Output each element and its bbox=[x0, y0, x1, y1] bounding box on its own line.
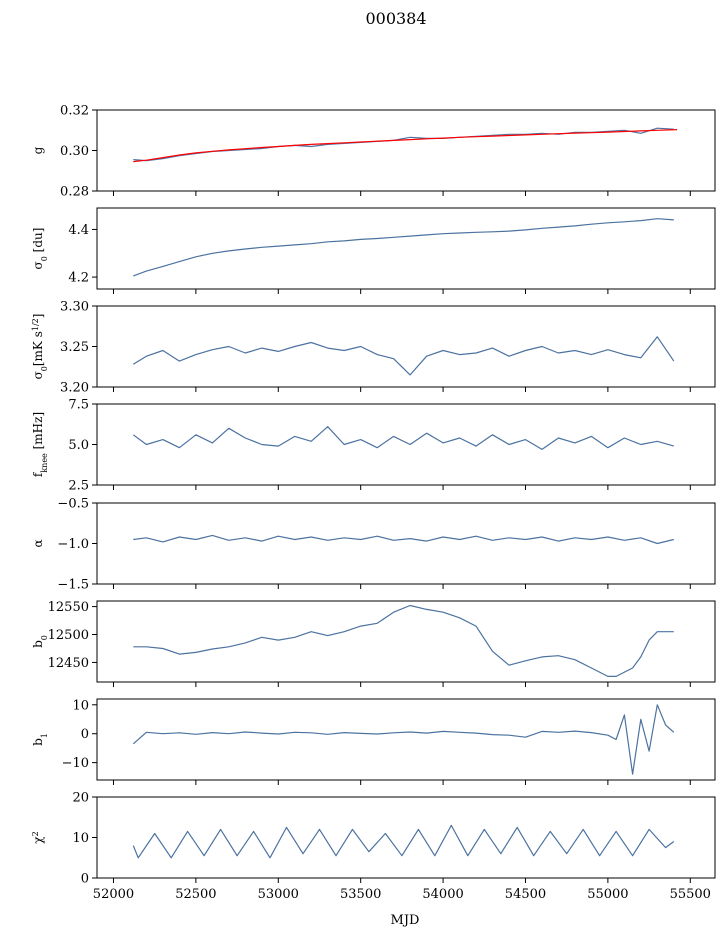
y-tick-label: 10 bbox=[72, 831, 89, 846]
series-line-fknee-0 bbox=[132, 426, 674, 450]
y-tick-label: −1.5 bbox=[57, 578, 89, 593]
y-tick-label: 10 bbox=[72, 698, 89, 713]
axes-frame-sigma0-du bbox=[96, 207, 716, 290]
panel-sigma0-du: 4.2 4.4 σ0 [du] bbox=[31, 207, 716, 294]
y-tick-label: 12550 bbox=[48, 600, 89, 615]
x-axis: 52000 52500 53000 53500 54000 54500 55000 55500 bbox=[93, 887, 711, 902]
y-tick-label: 3.20 bbox=[60, 381, 89, 396]
y-tick-label: 4.2 bbox=[68, 271, 89, 286]
x-axis-label: MJD bbox=[391, 913, 420, 928]
y-tick-label: 12450 bbox=[48, 656, 89, 671]
series-line-sigma0-mks-0 bbox=[132, 336, 675, 376]
y-tick-label: 12500 bbox=[48, 628, 89, 643]
panel-g: 0.28 0.30 0.32 g bbox=[31, 104, 716, 200]
x-tick-label: 54500 bbox=[505, 887, 546, 902]
x-tick-label: 54000 bbox=[422, 887, 463, 902]
axes-frame-alpha bbox=[96, 502, 716, 585]
y-tick-label: −10 bbox=[62, 756, 89, 771]
x-tick-label: 52000 bbox=[93, 887, 134, 902]
y-axis-label-b1: b1 bbox=[31, 733, 49, 746]
series-line-g-1 bbox=[133, 129, 678, 163]
axes-frame-b0 bbox=[96, 600, 716, 683]
series-line-alpha-0 bbox=[133, 534, 674, 545]
y-tick-label: 0.32 bbox=[60, 104, 89, 119]
panel-chi2: 0 10 20 χ2 bbox=[31, 791, 716, 887]
y-tick-label: 0.30 bbox=[60, 144, 89, 159]
y-axis-label-g: g bbox=[31, 146, 45, 154]
y-axis-label-alpha: α bbox=[31, 539, 45, 547]
y-axis-label-sigma0-mks: σ0[mK s1/2] bbox=[31, 314, 49, 380]
y-axis-label-sigma0-du: σ0 [du] bbox=[31, 228, 49, 270]
y-tick-label: 0.28 bbox=[60, 185, 89, 200]
figure-title: 000384 bbox=[365, 9, 426, 28]
y-tick-label: 2.5 bbox=[68, 479, 89, 494]
x-tick-label: 53000 bbox=[258, 887, 299, 902]
y-tick-label: 0 bbox=[81, 872, 89, 887]
x-tick-label: 53500 bbox=[340, 887, 381, 902]
series-line-b0-0 bbox=[133, 604, 674, 677]
panel-b0: 12450 12500 12550 b0 bbox=[31, 600, 716, 687]
panels: 0.28 0.30 0.32 g 4.2 4.4 σ0 [du] 3.20 3.25 3.30 σ0… bbox=[31, 104, 716, 887]
y-tick-label: 20 bbox=[72, 791, 89, 806]
axes-frame-b1 bbox=[96, 698, 716, 781]
series-line-sigma0-du-0 bbox=[133, 218, 674, 277]
axes-frame-sigma0-mks bbox=[96, 305, 716, 388]
panel-b1: −10 0 10 b1 bbox=[31, 698, 716, 785]
y-tick-label: −1.0 bbox=[57, 537, 89, 552]
x-tick-label: 52500 bbox=[175, 887, 216, 902]
y-tick-label: 3.25 bbox=[60, 340, 89, 355]
y-tick-label: 3.30 bbox=[60, 300, 89, 315]
y-tick-label: −0.5 bbox=[57, 497, 89, 512]
y-tick-label: 0 bbox=[81, 727, 89, 742]
y-tick-label: 7.5 bbox=[68, 398, 89, 413]
panel-alpha: −1.5 −1.0 −0.5 α bbox=[31, 497, 716, 593]
y-axis-label-chi2: χ2 bbox=[31, 831, 46, 843]
x-tick-label: 55000 bbox=[587, 887, 628, 902]
x-tick-label: 55500 bbox=[670, 887, 711, 902]
y-tick-label: 4.4 bbox=[68, 223, 89, 238]
axes-frame-fknee bbox=[96, 403, 716, 486]
y-tick-label: 5.0 bbox=[68, 438, 89, 453]
series-line-b1-0 bbox=[132, 704, 675, 775]
axes-frame-chi2 bbox=[96, 796, 716, 879]
y-axis-label-b0: b0 bbox=[31, 635, 49, 648]
axes-frame-g bbox=[96, 109, 716, 192]
panel-fknee: 2.5 5.0 7.5 fknee [mHz] bbox=[31, 398, 716, 494]
y-axis-label-fknee: fknee [mHz] bbox=[31, 412, 49, 477]
panel-sigma0-mks: 3.20 3.25 3.30 σ0[mK s1/2] bbox=[31, 300, 716, 396]
series-line-chi2-0 bbox=[132, 824, 675, 859]
